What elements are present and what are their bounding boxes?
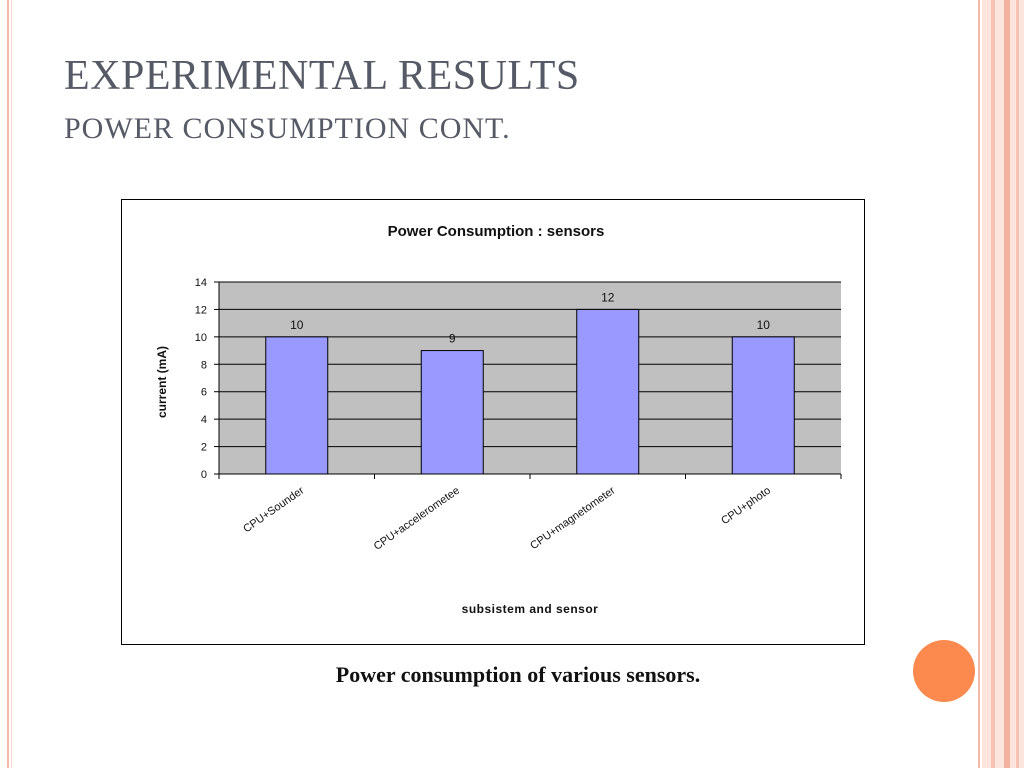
slide-left-border-inner	[11, 0, 12, 768]
x-tick-label: CPU+magnetometer	[528, 484, 618, 552]
chart-title: Power Consumption : sensors	[388, 223, 605, 240]
y-tick-label: 0	[201, 469, 207, 481]
slide-right-line-2	[991, 0, 995, 768]
y-tick-label: 4	[201, 414, 207, 426]
y-tick-label: 6	[201, 387, 207, 399]
figure-caption: Power consumption of various sensors.	[0, 662, 1024, 688]
y-tick-label: 10	[195, 332, 207, 344]
figure-caption-text: Power consumption of various sensors.	[335, 662, 701, 687]
y-tick-label: 2	[201, 442, 207, 454]
y-tick-label: 8	[201, 359, 207, 371]
slide-right-line-3	[1004, 0, 1010, 768]
plot-area: 0 2 4 6 8 10 12 14 10 CPU+Sounder 9 CPU+acceleromet…	[195, 277, 842, 553]
slide-left-border	[7, 0, 9, 768]
slide-subtitle: POWER CONSUMPTION CONT.	[64, 112, 511, 145]
bar-chart: Power Consumption : sensors current (mA)…	[155, 223, 842, 616]
slide-right-line-1	[978, 0, 980, 768]
x-tick-label: CPU+photo	[719, 485, 773, 528]
data-label: 10	[757, 318, 771, 332]
x-tick-label: CPU+accelerometee	[372, 485, 462, 553]
bar	[576, 308, 640, 475]
data-label: 10	[290, 318, 304, 332]
bar	[265, 336, 329, 475]
decorative-orange-circle	[913, 640, 975, 702]
bar	[731, 336, 795, 475]
y-tick-label: 12	[195, 304, 207, 316]
y-tick-label: 14	[195, 277, 207, 289]
y-axis-label: current (mA)	[155, 346, 169, 418]
data-label: 12	[601, 290, 615, 304]
slide-title: EXPERIMENTAL RESULTS	[64, 53, 580, 99]
slide-right-line-4	[1016, 0, 1019, 768]
x-axis-label: subsistem and sensor	[462, 602, 599, 616]
chart-frame: Power Consumption : sensors current (mA)…	[121, 199, 865, 645]
x-tick-label: CPU+Sounder	[241, 484, 307, 535]
data-label: 9	[449, 332, 456, 346]
bar	[420, 350, 484, 475]
